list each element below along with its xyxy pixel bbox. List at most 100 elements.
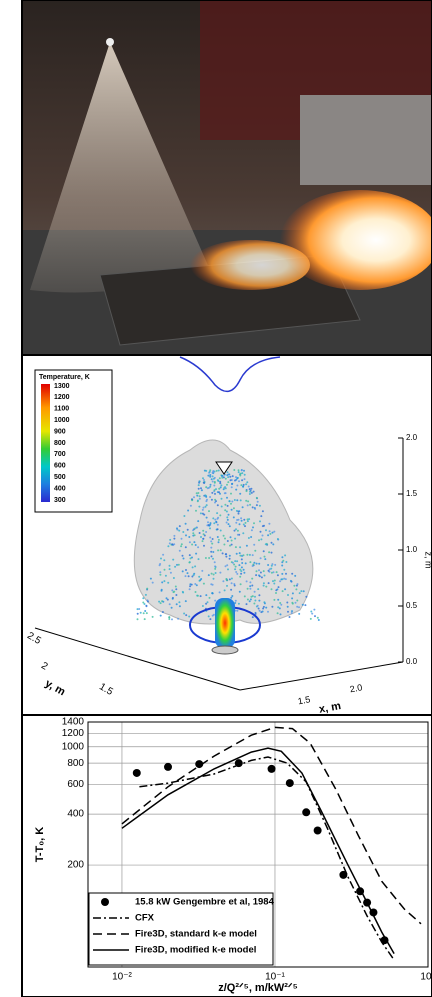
particle <box>173 537 176 540</box>
particle <box>167 545 170 548</box>
particle <box>245 483 248 486</box>
particle <box>235 521 238 524</box>
particle <box>209 496 212 498</box>
particle <box>245 580 248 583</box>
particle <box>243 518 246 521</box>
particle <box>268 568 271 571</box>
particle <box>176 563 178 566</box>
particle <box>215 469 218 472</box>
particle <box>195 526 198 529</box>
particle <box>251 616 254 619</box>
particle <box>241 562 244 564</box>
particle <box>281 561 284 564</box>
particle <box>174 585 177 588</box>
z-tick-label: 1.5 <box>406 489 418 498</box>
particle <box>238 564 241 567</box>
particle <box>163 559 166 562</box>
particle <box>254 599 257 602</box>
particle <box>209 527 211 530</box>
particle <box>255 504 258 507</box>
particle <box>217 538 220 541</box>
particle <box>186 572 189 575</box>
particle <box>222 534 225 537</box>
legend-label: CFX <box>135 913 155 924</box>
particle <box>311 612 314 615</box>
particle <box>268 530 271 533</box>
particle <box>258 504 261 507</box>
particle <box>145 612 148 615</box>
particle <box>295 588 298 591</box>
particle <box>244 521 247 524</box>
particle <box>166 598 169 601</box>
particle <box>225 555 228 558</box>
y-tick-label: 1200 <box>62 728 85 739</box>
particle <box>278 607 281 610</box>
particle <box>211 475 214 478</box>
particle <box>205 486 208 489</box>
particle <box>145 604 148 607</box>
particle <box>264 543 267 546</box>
z-axis-label: z, m <box>424 552 432 569</box>
particle <box>189 504 192 507</box>
particle <box>213 489 216 492</box>
particle <box>224 509 227 512</box>
particle <box>302 590 305 593</box>
particle <box>273 530 276 533</box>
particle <box>239 575 242 578</box>
particle <box>261 510 264 513</box>
particle <box>226 504 229 507</box>
particle <box>251 595 254 598</box>
particle <box>234 601 237 604</box>
particle <box>224 565 227 568</box>
particle <box>281 572 284 575</box>
particle <box>203 513 206 516</box>
particle <box>158 564 161 567</box>
legend-label: Fire3D, standard k-e model <box>135 929 257 940</box>
x-axis <box>239 661 404 691</box>
particle <box>255 574 258 577</box>
particle <box>207 615 210 618</box>
particle <box>275 589 278 592</box>
particle <box>212 517 215 520</box>
particle <box>277 598 280 601</box>
particle <box>267 610 269 613</box>
particle <box>229 475 232 478</box>
particle <box>236 609 239 612</box>
particle <box>219 482 222 485</box>
particle <box>219 529 222 532</box>
particle <box>228 473 231 476</box>
particle <box>178 601 181 604</box>
particle <box>280 603 283 606</box>
particle <box>218 477 221 480</box>
particle <box>282 559 285 562</box>
particle <box>208 596 211 599</box>
fire <box>280 190 432 290</box>
particle <box>224 477 227 480</box>
particle <box>263 602 266 605</box>
particle <box>246 518 249 521</box>
particle <box>285 561 288 563</box>
particle <box>231 475 234 478</box>
particle <box>210 546 213 549</box>
particle <box>289 579 292 582</box>
particle <box>181 570 184 573</box>
particle <box>277 606 280 609</box>
particle <box>219 549 222 552</box>
data-point <box>313 826 322 835</box>
particle <box>235 528 237 531</box>
particle <box>205 469 208 472</box>
y-tick-label: 800 <box>67 758 84 769</box>
particle <box>249 561 252 564</box>
particle <box>219 480 222 483</box>
particle <box>238 590 241 593</box>
particle <box>221 552 224 555</box>
particle <box>234 599 237 602</box>
particle <box>226 471 229 474</box>
particle <box>270 564 273 567</box>
particle <box>249 587 252 590</box>
particle <box>248 553 251 556</box>
particle <box>267 569 270 572</box>
particle <box>228 557 231 560</box>
particle <box>216 528 219 531</box>
